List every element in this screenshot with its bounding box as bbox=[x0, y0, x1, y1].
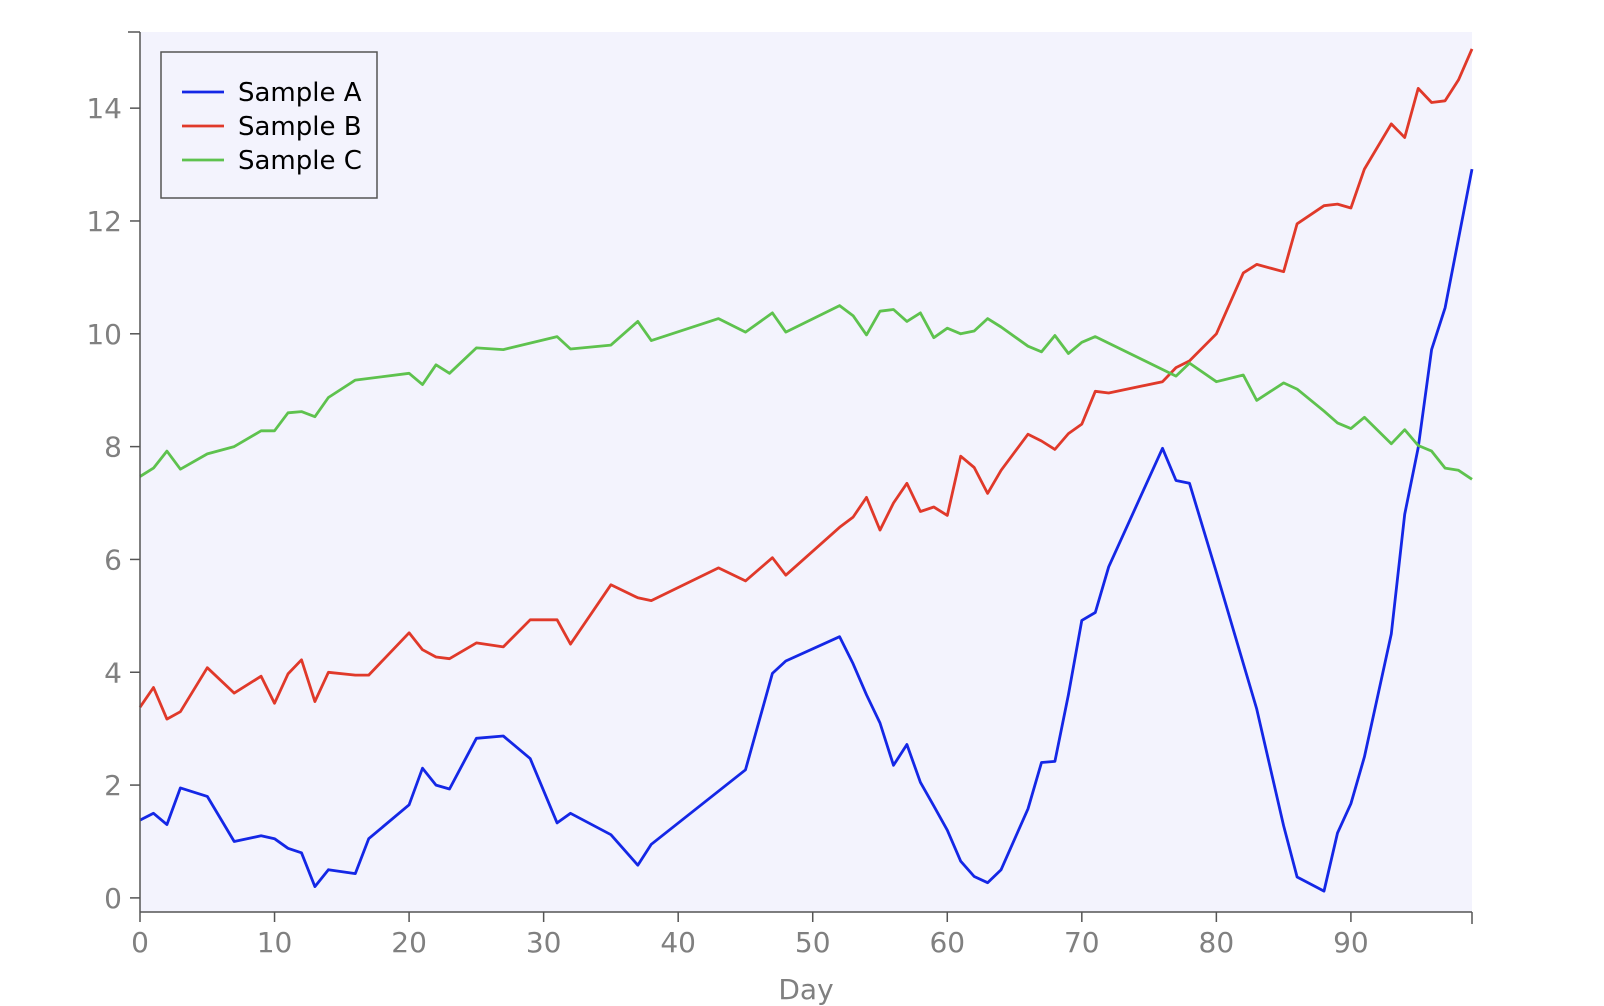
x-axis-title: Day bbox=[778, 973, 833, 1006]
x-tick-label: 30 bbox=[526, 926, 562, 959]
legend-label-1: Sample A bbox=[238, 78, 362, 108]
x-tick-label: 80 bbox=[1199, 926, 1235, 959]
series-line-2 bbox=[138, 48, 1474, 721]
y-tick-label: 10 bbox=[86, 318, 122, 351]
series-line-3 bbox=[139, 304, 1473, 481]
x-tick-label: 40 bbox=[660, 926, 696, 959]
x-tick-label: 70 bbox=[1064, 926, 1100, 959]
y-tick-label: 4 bbox=[104, 656, 122, 689]
y-tick-label: 8 bbox=[104, 431, 122, 464]
legend: Sample A Sample B Sample C bbox=[160, 51, 378, 199]
x-tick-label: 60 bbox=[929, 926, 965, 959]
legend-label-2: Sample B bbox=[238, 112, 362, 142]
x-tick-label: 10 bbox=[257, 926, 293, 959]
x-tick-label: 0 bbox=[131, 926, 149, 959]
ticks-layer: 0 10 20 30 40 50 60 70 80 90 0 2 4 6 8 10 12 14 bbox=[86, 92, 1368, 959]
y-tick-label: 14 bbox=[86, 92, 122, 125]
x-tick-label: 20 bbox=[391, 926, 427, 959]
series-line-1 bbox=[139, 168, 1474, 893]
y-tick-label: 6 bbox=[104, 543, 122, 576]
y-tick-label: 2 bbox=[104, 769, 122, 802]
y-tick-label: 12 bbox=[86, 205, 122, 238]
legend-label-3: Sample C bbox=[238, 146, 362, 176]
series-layer bbox=[138, 48, 1474, 893]
y-tick-label: 0 bbox=[104, 882, 122, 915]
x-tick-label: 90 bbox=[1333, 926, 1369, 959]
x-tick-label: 50 bbox=[795, 926, 831, 959]
axes-layer bbox=[128, 31, 1473, 924]
